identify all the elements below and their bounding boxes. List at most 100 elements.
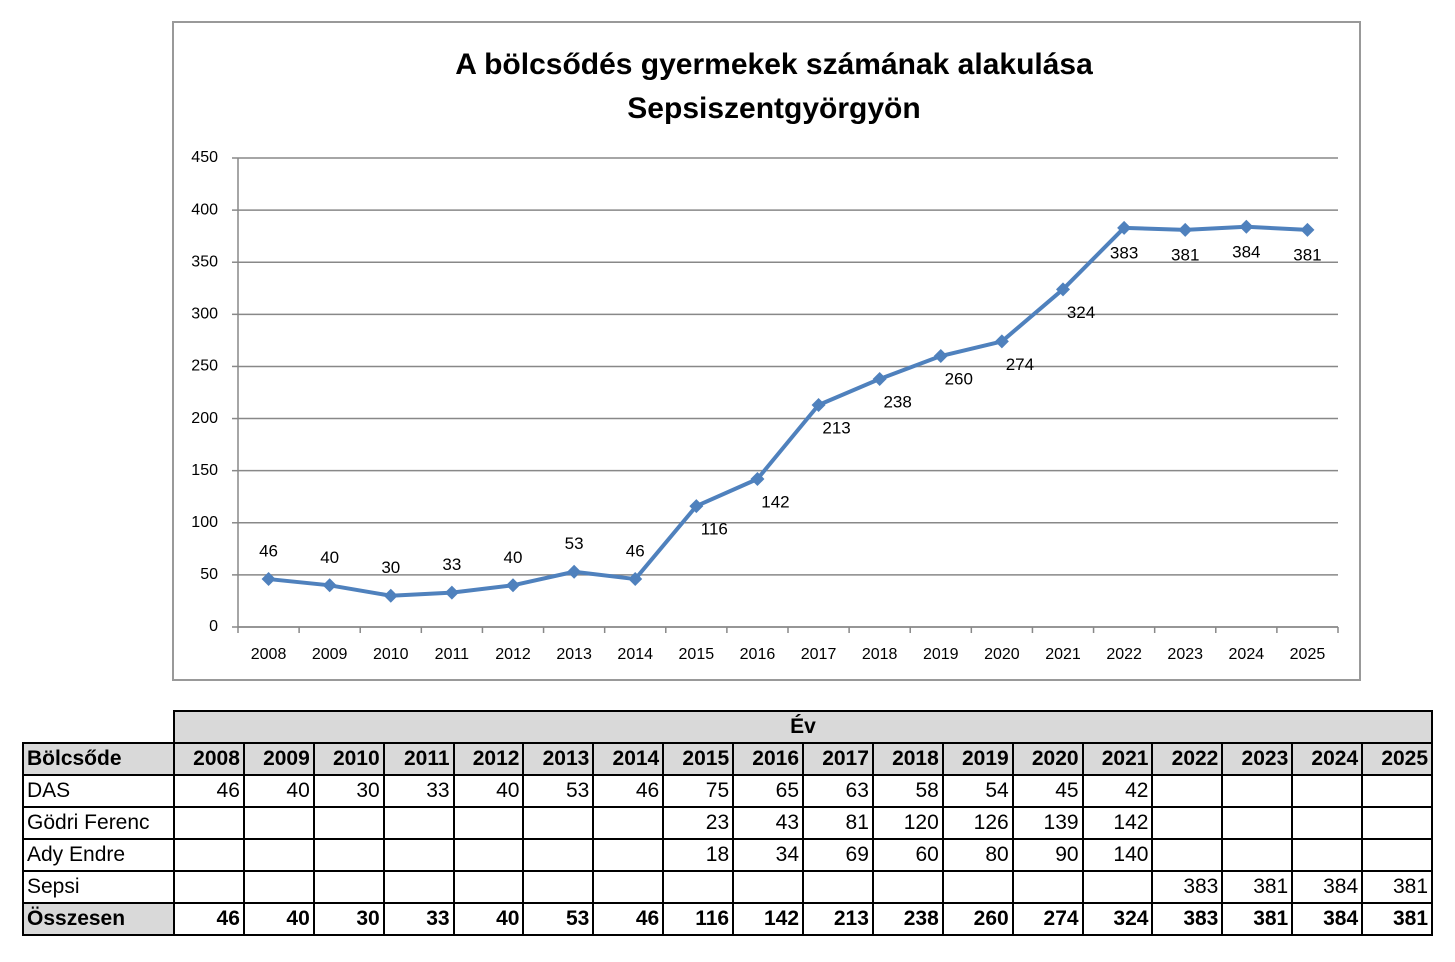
marker <box>750 472 765 487</box>
table-cell: 238 <box>871 902 944 936</box>
column-header: 2023 <box>1221 742 1294 776</box>
marker <box>1056 282 1070 297</box>
data-label: 116 <box>701 520 728 539</box>
table-cell <box>592 870 665 904</box>
table-cell <box>522 838 595 872</box>
data-table: Év Bölcsőde 2008 2009 2010 2011 2012 2013 2014 20… <box>22 710 1434 936</box>
x-tick-label: 2021 <box>1045 646 1081 663</box>
table-row: Ady Endre 18 34 69 60 80 90 140 <box>22 838 1434 872</box>
table-cell <box>1221 838 1294 872</box>
table-cell <box>173 870 245 904</box>
column-header: 2018 <box>871 742 944 776</box>
table-cell <box>1151 806 1224 840</box>
marker <box>506 578 520 593</box>
table-cell: 54 <box>941 774 1014 808</box>
marker <box>1117 220 1132 235</box>
data-label: 381 <box>1293 245 1321 264</box>
table-cell: 381 <box>1361 870 1434 904</box>
y-tick-label: 300 <box>191 306 218 323</box>
table-cell <box>522 806 595 840</box>
marker <box>933 349 948 364</box>
marker <box>567 564 582 579</box>
table-cell <box>382 838 455 872</box>
table-cell: 45 <box>1011 774 1084 808</box>
data-label: 33 <box>442 555 461 574</box>
x-tick-label: 2012 <box>495 646 531 663</box>
table-row: DAS 46 40 30 33 40 53 46 75 65 63 58 54 45 42 <box>22 774 1434 808</box>
table-cell <box>871 870 944 904</box>
table-cell: 18 <box>662 838 735 872</box>
column-header: 2008 <box>173 742 245 776</box>
table-cell: 384 <box>1291 902 1364 936</box>
table-cell <box>382 870 455 904</box>
table-cell <box>242 806 315 840</box>
table-cell <box>1291 774 1364 808</box>
column-header: 2021 <box>1081 742 1154 776</box>
table-cell: 381 <box>1221 902 1294 936</box>
chart-frame <box>172 21 1361 681</box>
table-cell: 63 <box>802 774 874 808</box>
y-tick-label: 400 <box>191 201 218 218</box>
table-cell: 120 <box>871 806 944 840</box>
table-cell: 126 <box>941 806 1014 840</box>
table-cell: 40 <box>452 774 525 808</box>
header-row: Év <box>23 710 1434 744</box>
x-tick-label: 2009 <box>312 646 348 663</box>
marker <box>444 585 459 600</box>
column-header: 2015 <box>662 742 735 776</box>
data-label: 40 <box>320 548 339 567</box>
x-tick-label: 2014 <box>617 646 653 663</box>
table-cell <box>1151 838 1224 872</box>
row-label: Gödri Ferenc <box>22 806 175 840</box>
data-label: 381 <box>1171 245 1199 264</box>
table-cell: 43 <box>732 806 805 840</box>
data-label: 40 <box>504 548 523 567</box>
table-cell: 46 <box>592 774 665 808</box>
table-cell: 90 <box>1011 838 1084 872</box>
table-cell <box>522 870 595 904</box>
x-tick-label: 2022 <box>1106 646 1142 663</box>
table-cell <box>1221 774 1294 808</box>
table-cell <box>732 870 805 904</box>
table-cell: 75 <box>662 774 735 808</box>
table-cell <box>452 870 525 904</box>
data-label: 260 <box>945 370 973 389</box>
column-header: 2025 <box>1361 742 1434 776</box>
table-cell: 40 <box>452 902 525 936</box>
table-cell: 30 <box>312 902 385 936</box>
table-cell <box>1361 774 1434 808</box>
table-cell: 381 <box>1221 870 1294 904</box>
marker <box>1300 222 1315 237</box>
column-header: 2022 <box>1151 742 1224 776</box>
table-cell <box>1291 838 1364 872</box>
data-label: 238 <box>883 392 911 411</box>
table-cell: 46 <box>173 774 245 808</box>
table-cell <box>312 838 385 872</box>
data-label: 274 <box>1006 355 1034 374</box>
table-cell: 58 <box>871 774 944 808</box>
row-label: Sepsi <box>22 870 175 904</box>
marker <box>383 588 398 603</box>
table-cell: 80 <box>941 838 1014 872</box>
table-cell <box>662 870 735 904</box>
marker <box>322 578 337 593</box>
table-cell: 40 <box>242 774 315 808</box>
x-tick-label: 2011 <box>435 646 470 663</box>
column-header: 2009 <box>242 742 315 776</box>
table-cell <box>1151 774 1224 808</box>
column-header-row: Bölcsőde 2008 2009 2010 2011 2012 2013 2014 2015… <box>22 742 1434 776</box>
column-header: 2019 <box>941 742 1014 776</box>
marker <box>994 334 1009 349</box>
table-cell: 383 <box>1151 902 1224 936</box>
y-tick-label: 150 <box>191 462 218 479</box>
table-cell <box>1221 806 1294 840</box>
x-tick-label: 2024 <box>1229 646 1265 663</box>
x-tick-label: 2008 <box>251 646 287 663</box>
y-tick-label: 0 <box>209 618 218 635</box>
marker <box>1178 222 1193 237</box>
table-cell <box>452 838 525 872</box>
x-tick-label: 2025 <box>1290 646 1326 663</box>
table-cell: 53 <box>522 902 595 936</box>
table-cell <box>592 806 665 840</box>
